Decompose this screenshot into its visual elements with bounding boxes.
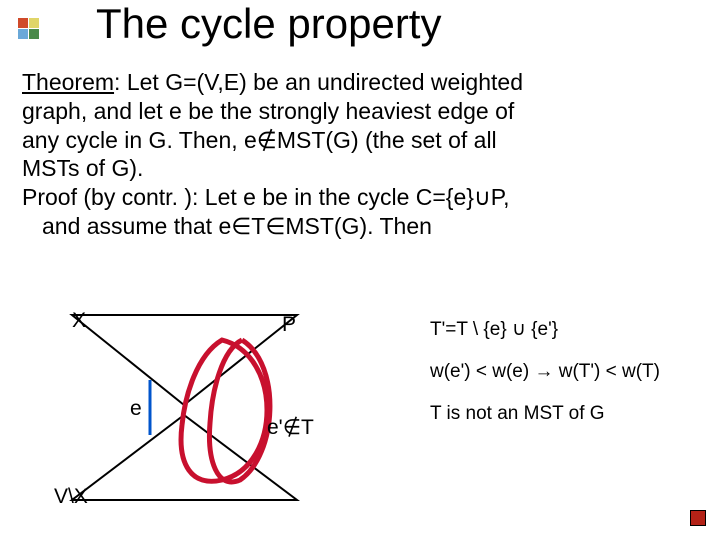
cycle-diagram: X V\X e P e'∉T: [22, 305, 392, 525]
slide-title: The cycle property: [96, 0, 441, 48]
proof-l1: Proof (by contr. ): Let e be in the cycl…: [22, 184, 510, 210]
note-2: w(e') < w(e) → w(T') < w(T): [430, 361, 710, 383]
label-vx: V\X: [54, 485, 88, 509]
theorem-text: Theorem: Let G=(V,E) be an undirected we…: [22, 68, 702, 241]
side-notes: T'=T \ {e} ∪ {e'} w(e') < w(e) → w(T') <…: [430, 318, 710, 445]
theorem-label: Theorem: [22, 69, 114, 95]
slide: The cycle property Theorem: Let G=(V,E) …: [0, 0, 720, 540]
label-x: X: [72, 309, 86, 333]
theorem-l1: : Let G=(V,E) be an undirected weighted: [114, 69, 523, 95]
proof-l2: and assume that e∈T∈MST(G). Then: [22, 212, 432, 241]
note-3: T is not an MST of G: [430, 403, 710, 425]
theorem-l2: graph, and let e be the strongly heavies…: [22, 98, 514, 124]
label-e: e: [130, 397, 142, 421]
corner-marker-icon: [690, 510, 706, 526]
note-1: T'=T \ {e} ∪ {e'}: [430, 318, 710, 341]
theorem-l3: any cycle in G. Then, e∉MST(G) (the set …: [22, 127, 497, 153]
label-p: P: [282, 313, 296, 337]
title-bullet-icon: [18, 18, 40, 40]
label-eprime: e'∉T: [267, 415, 314, 440]
theorem-l4: MSTs of G).: [22, 155, 143, 181]
